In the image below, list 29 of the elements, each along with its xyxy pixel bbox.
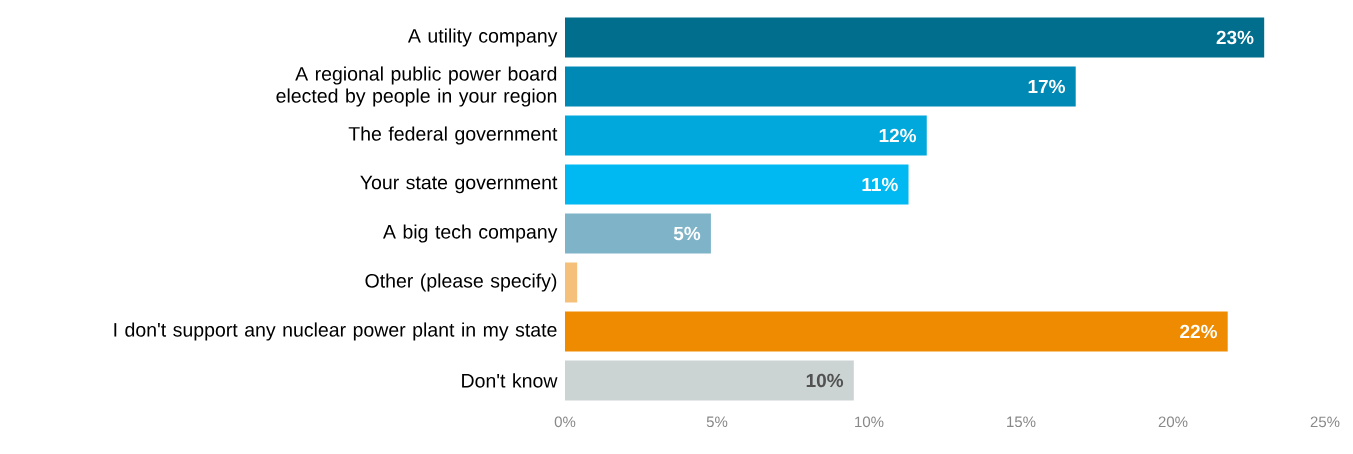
data-label: 10% <box>806 373 844 388</box>
y-tick-label: Your state government <box>360 175 558 194</box>
data-label: 17% <box>1028 79 1065 94</box>
y-tick-label: I don't support any nuclear power plant in my state <box>114 322 557 341</box>
y-tick-label: A utility company <box>407 28 558 47</box>
data-label: 11% <box>862 177 898 192</box>
y-tick-label: Other (please specify) <box>365 273 557 292</box>
bar <box>565 66 1076 107</box>
data-label: 12% <box>879 128 917 143</box>
bar <box>565 360 854 401</box>
x-tick-label: 25% <box>1310 416 1340 428</box>
y-tick-label: The federal government <box>348 126 558 145</box>
x-tick-label: 10% <box>855 416 884 428</box>
bar <box>565 262 578 303</box>
x-tick-label: 0% <box>554 416 576 428</box>
bar <box>565 164 909 205</box>
data-label: 23% <box>1216 30 1254 45</box>
bar <box>565 213 711 254</box>
x-tick-label: 20% <box>1158 416 1188 428</box>
x-tick-label: 15% <box>1007 416 1036 428</box>
data-label: 22% <box>1180 324 1217 339</box>
y-tick-label: A big tech company <box>382 224 558 243</box>
x-tick-label: 5% <box>706 416 728 428</box>
data-label: 5% <box>673 226 701 241</box>
bar <box>565 115 927 156</box>
bar <box>565 311 1228 352</box>
bar <box>565 17 1265 58</box>
y-tick-label: Don't know <box>462 373 558 388</box>
y-tick-label: A regional public power board elected by people in your region <box>276 66 557 107</box>
